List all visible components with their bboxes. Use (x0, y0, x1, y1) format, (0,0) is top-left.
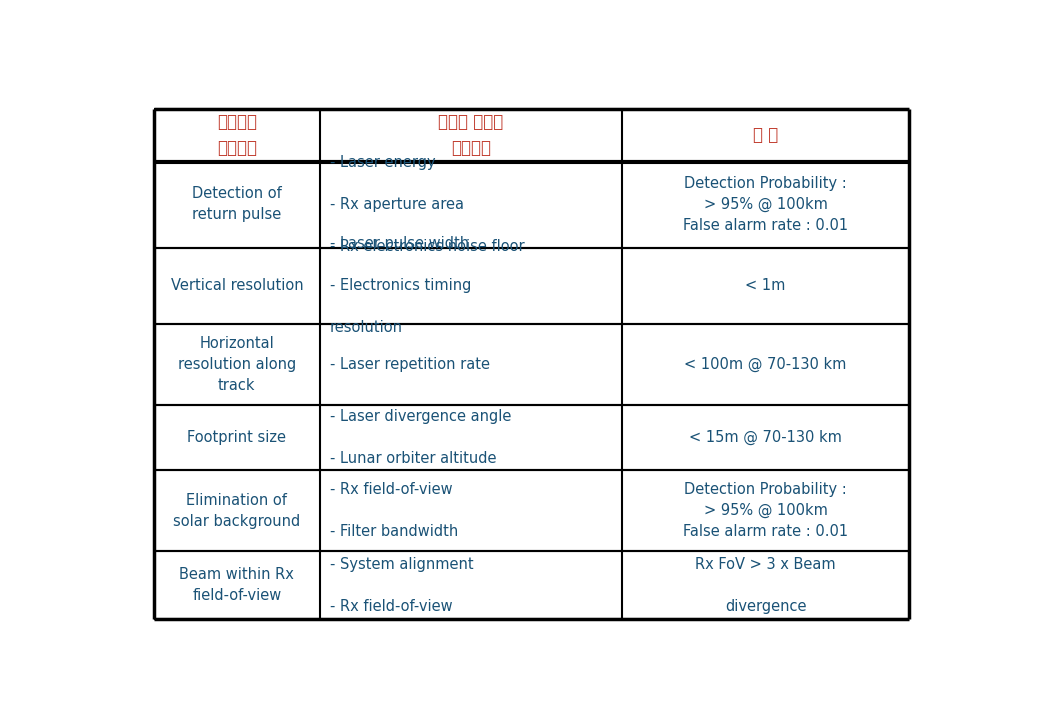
Text: - System alignment

- Rx field-of-view: - System alignment - Rx field-of-view (330, 557, 473, 614)
Text: Detection of
return pulse: Detection of return pulse (192, 186, 282, 222)
Text: Elimination of
solar background: Elimination of solar background (173, 492, 301, 528)
Text: Rx FoV > 3 x Beam

divergence: Rx FoV > 3 x Beam divergence (696, 557, 836, 614)
Text: Beam within Rx
field-of-view: Beam within Rx field-of-view (179, 567, 295, 603)
Text: Detection Probability :
> 95% @ 100km
False alarm rate : 0.01: Detection Probability : > 95% @ 100km Fa… (683, 176, 848, 233)
Text: - Laser pulse width

- Electronics timing

resolution: - Laser pulse width - Electronics timing… (330, 236, 471, 335)
Text: < 100m @ 70-130 km: < 100m @ 70-130 km (684, 356, 847, 372)
Text: 과학임무
요구사항: 과학임무 요구사항 (217, 112, 257, 157)
Text: 레이저 고도계
설계변수: 레이저 고도계 설계변수 (439, 112, 504, 157)
Text: - Laser divergence angle

- Lunar orbiter altitude: - Laser divergence angle - Lunar orbiter… (330, 409, 511, 466)
Text: Horizontal
resolution along
track: Horizontal resolution along track (177, 335, 296, 393)
Text: - Rx field-of-view

- Filter bandwidth: - Rx field-of-view - Filter bandwidth (330, 482, 457, 539)
Text: Detection Probability :
> 95% @ 100km
False alarm rate : 0.01: Detection Probability : > 95% @ 100km Fa… (683, 482, 848, 539)
Text: < 15m @ 70-130 km: < 15m @ 70-130 km (690, 430, 842, 445)
Text: < 1m: < 1m (746, 278, 786, 293)
Text: Footprint size: Footprint size (188, 430, 286, 445)
Text: Vertical resolution: Vertical resolution (170, 278, 303, 293)
Text: - Laser energy

- Rx aperture area

- Rx electronics noise floor: - Laser energy - Rx aperture area - Rx e… (330, 155, 525, 254)
Text: - Laser repetition rate: - Laser repetition rate (330, 357, 489, 371)
Text: 비 고: 비 고 (753, 126, 779, 144)
